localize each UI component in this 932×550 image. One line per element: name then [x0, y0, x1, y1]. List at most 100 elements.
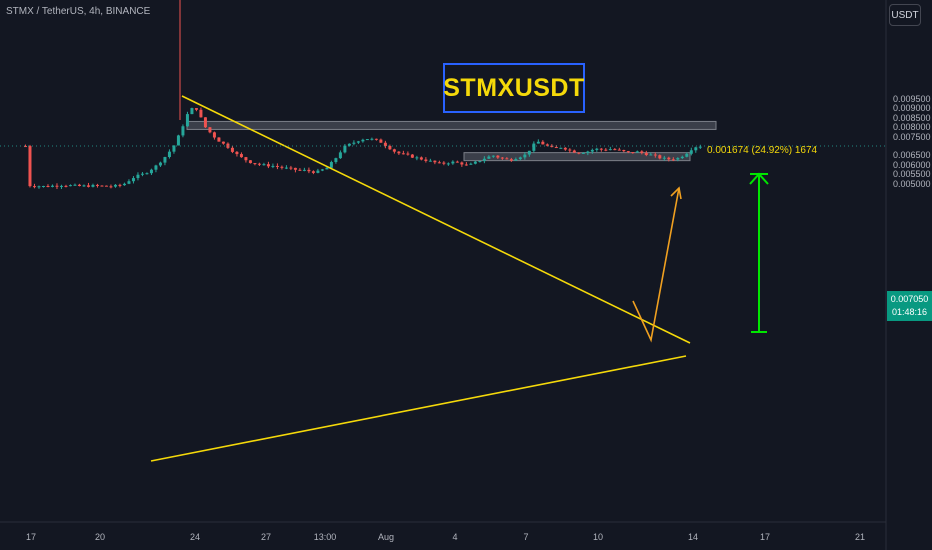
candle-body — [577, 152, 581, 154]
candle-body — [442, 162, 446, 164]
candle-body — [559, 147, 563, 149]
candle-body — [424, 159, 428, 161]
candle-body — [401, 153, 405, 155]
candle-body — [379, 139, 383, 143]
symbol-title: STMX / TetherUS, 4h, BINANCE — [6, 6, 151, 17]
candle-body — [545, 144, 549, 146]
time-tick-label: 20 — [94, 532, 106, 542]
candle-body — [208, 127, 212, 133]
candle-body — [478, 161, 482, 163]
candle-body — [199, 109, 203, 118]
candle-body — [41, 185, 45, 187]
candle-body — [190, 108, 194, 115]
candle-body — [446, 163, 450, 165]
candle-body — [671, 159, 675, 161]
candle-body — [235, 151, 239, 155]
time-tick-label: 10 — [592, 532, 604, 542]
candle-body — [500, 157, 504, 159]
currency-button[interactable]: USDT — [889, 4, 921, 26]
candle-body — [410, 154, 414, 158]
time-tick-label: Aug — [377, 532, 395, 542]
time-tick-label: 4 — [452, 532, 458, 542]
price-tick-label: 0.007500 — [893, 131, 931, 142]
candle-body — [482, 158, 486, 162]
price-tick-label: 0.008500 — [893, 112, 931, 123]
measure-arrow — [749, 172, 769, 333]
candle-body — [217, 137, 221, 142]
bar-countdown: 01:48:16 — [891, 307, 928, 317]
candle-body — [554, 147, 558, 149]
candle-body — [316, 170, 320, 173]
candle-body — [73, 184, 77, 186]
candle-body — [118, 184, 122, 186]
candle-body — [514, 159, 518, 161]
candle-body — [343, 145, 347, 153]
candle-body — [203, 117, 207, 128]
candle-body — [32, 186, 36, 188]
candle-body — [181, 126, 185, 136]
candle-body — [487, 156, 491, 159]
candle-body — [37, 186, 41, 188]
candle-body — [320, 169, 324, 171]
candle-body — [361, 139, 365, 142]
candle-body — [617, 149, 621, 151]
candle-body — [365, 139, 369, 141]
candle-body — [163, 157, 167, 163]
candle-body — [631, 152, 635, 154]
candle-body — [599, 148, 603, 150]
time-tick-label: 7 — [523, 532, 529, 542]
candle-body — [509, 159, 513, 161]
candle-body — [388, 146, 392, 150]
candle-body — [248, 160, 252, 164]
candle-body — [140, 173, 144, 175]
last-price-badge: 0.007050 01:48:16 — [887, 291, 932, 321]
candle-body — [109, 186, 113, 188]
candle-body — [374, 138, 378, 140]
candle-body — [307, 169, 311, 172]
candle-body — [298, 169, 302, 171]
candle-body — [100, 185, 104, 187]
candle-body — [244, 157, 248, 161]
candle-body — [397, 151, 401, 154]
candle-body — [523, 154, 527, 158]
price-tick-label: 0.006500 — [893, 150, 931, 161]
projection-arrow-head — [670, 186, 682, 200]
measure-label: 0.001674 (24.92%) 1674 — [707, 145, 818, 156]
candle-body — [518, 157, 522, 160]
candle-body — [167, 151, 171, 158]
candle-body — [532, 143, 536, 151]
candle-body — [698, 146, 702, 148]
candle-body — [680, 156, 684, 159]
candle-body — [608, 149, 612, 151]
candle-body — [136, 174, 140, 179]
candle-body — [59, 185, 63, 187]
candle-body — [55, 185, 59, 187]
candle-body — [131, 178, 135, 182]
candle-body — [149, 169, 153, 174]
candle-body — [451, 161, 455, 164]
candle-body — [46, 185, 50, 187]
candle-body — [77, 184, 81, 186]
candle-body — [311, 171, 315, 173]
candle-body — [194, 108, 198, 110]
candle-body — [455, 161, 459, 163]
candle-body — [689, 150, 693, 154]
time-tick-label: 17 — [25, 532, 37, 542]
candle-body — [590, 149, 594, 152]
candle-body — [113, 184, 117, 187]
candle-body — [662, 157, 666, 159]
candle-body — [82, 185, 86, 187]
candle-body — [266, 164, 270, 167]
candle-body — [464, 164, 468, 166]
candles — [23, 0, 702, 190]
candle-body — [392, 149, 396, 152]
candle-body — [527, 150, 531, 155]
time-tick-label: 24 — [189, 532, 201, 542]
candle-body — [491, 155, 495, 157]
price-tick-label: 0.009500 — [893, 94, 931, 104]
candle-body — [280, 166, 284, 168]
time-tick-label: 21 — [854, 532, 866, 542]
candle-body — [685, 153, 689, 157]
candle-body — [302, 169, 306, 171]
